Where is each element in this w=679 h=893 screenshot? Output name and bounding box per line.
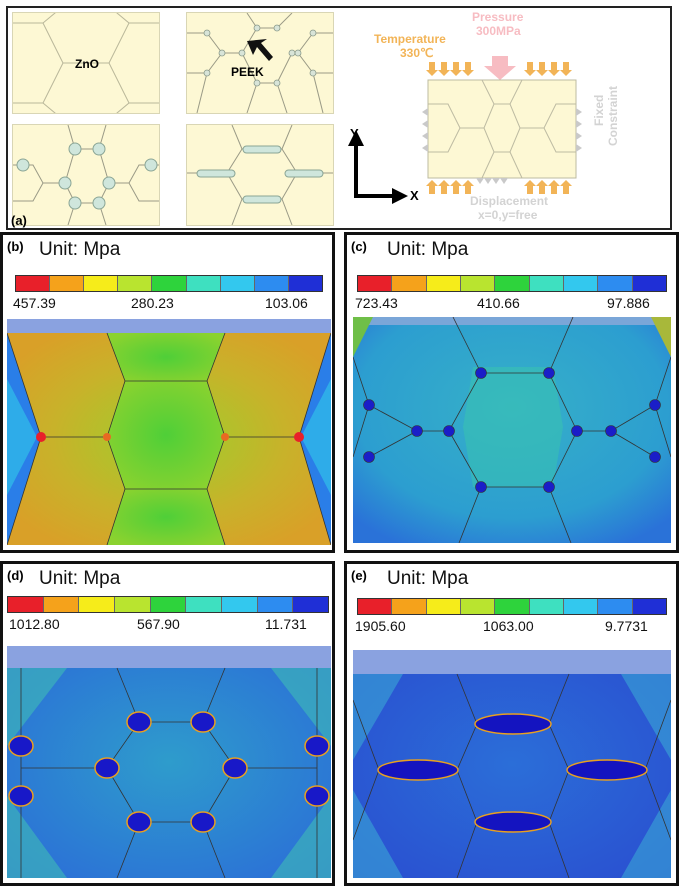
scale-segment <box>186 276 221 291</box>
panel-b-stress-map <box>7 319 331 545</box>
panel-b-unit: Unit: Mpa <box>39 239 121 260</box>
panel-c: (c) Unit: Mpa 723.43 410.66 97.886 <box>344 232 679 553</box>
scale-segment <box>50 276 85 291</box>
panel-b: (b) Unit: Mpa 457.39 280.23 103.06 <box>0 232 335 553</box>
panel-d-min-value: 11.731 <box>265 616 307 632</box>
scale-segment <box>8 597 44 612</box>
scale-segment <box>529 276 564 291</box>
scale-segment <box>16 276 51 291</box>
panel-b-label: (b) <box>7 239 24 254</box>
scale-segment <box>563 276 599 291</box>
panel-c-min-value: 97.886 <box>607 295 650 311</box>
scale-segment <box>358 599 393 614</box>
boundary-schematic <box>422 56 582 194</box>
scale-segment <box>186 597 223 612</box>
zno-peek-layer-tile <box>186 124 334 226</box>
scale-segment <box>222 597 258 612</box>
scale-segment <box>598 276 633 291</box>
panel-d-max-value: 1012.80 <box>9 616 60 632</box>
peek-pointer-arrow-icon <box>247 39 273 61</box>
scale-segment <box>118 276 153 291</box>
displacement-value: x=0,y=free <box>478 208 538 222</box>
scale-segment <box>495 599 530 614</box>
panel-d: (d) Unit: Mpa 1012.80 567.90 11.731 <box>0 561 335 886</box>
scale-segment <box>288 276 322 291</box>
zno-peek-point-tile: PEEK <box>186 12 334 114</box>
hex-grid-peek-points <box>187 12 333 114</box>
pressure-arrow-icon <box>484 56 516 80</box>
panel-d-label: (d) <box>7 568 24 583</box>
scale-segment <box>426 276 461 291</box>
panel-c-color-scale <box>357 275 667 292</box>
panel-a-label: (a) <box>11 213 27 228</box>
scale-segment <box>220 276 255 291</box>
scale-segment <box>632 276 666 291</box>
scale-segment <box>115 597 151 612</box>
displacement-label: Displacement <box>470 194 549 208</box>
panel-b-color-scale <box>15 275 323 292</box>
temperature-label: Temperature <box>374 32 446 46</box>
scale-segment <box>460 276 496 291</box>
scale-segment <box>460 599 496 614</box>
panel-e-stress-map <box>353 650 671 878</box>
scale-segment <box>257 597 294 612</box>
scale-segment <box>563 599 599 614</box>
constraint-label-fixed: Fixed <box>592 94 606 126</box>
hex-grid-peek-layers <box>187 124 333 226</box>
panel-e-unit: Unit: Mpa <box>387 568 469 589</box>
panel-d-unit: Unit: Mpa <box>39 568 121 589</box>
panel-e-mid-value: 1063.00 <box>483 618 534 634</box>
panel-d-mid-value: 567.90 <box>137 616 180 632</box>
scale-segment <box>43 597 80 612</box>
panel-a: ZnO PEEK <box>6 6 672 230</box>
hex-grid-peek-circles <box>13 124 159 226</box>
panel-e: (e) Unit: Mpa 1905.60 1063.00 9.7731 <box>344 561 679 886</box>
constraint-label-constraint: Constraint <box>606 86 620 146</box>
panel-e-label: (e) <box>351 568 367 583</box>
panel-b-mid-value: 280.23 <box>131 295 174 311</box>
zno-peek-circle-tile <box>12 124 160 226</box>
y-axis-arrow-icon <box>348 130 364 146</box>
scale-segment <box>152 276 187 291</box>
temperature-value: 330℃ <box>400 46 434 60</box>
zno-label: ZnO <box>75 57 99 71</box>
scale-segment <box>529 599 564 614</box>
axis-x-label: X <box>410 188 419 203</box>
panel-c-label: (c) <box>351 239 367 254</box>
panel-b-max-value: 457.39 <box>13 295 56 311</box>
panel-e-max-value: 1905.60 <box>355 618 406 634</box>
scale-segment <box>79 597 116 612</box>
panel-c-max-value: 723.43 <box>355 295 398 311</box>
scale-segment <box>495 276 530 291</box>
panel-c-mid-value: 410.66 <box>477 295 520 311</box>
panel-d-stress-map <box>7 646 331 878</box>
panel-e-color-scale <box>357 598 667 615</box>
coordinate-axes <box>348 130 408 204</box>
panel-d-color-scale <box>7 596 329 613</box>
scale-segment <box>598 599 633 614</box>
zno-pure-tile: ZnO <box>12 7 160 119</box>
panel-c-unit: Unit: Mpa <box>387 239 469 260</box>
panel-c-stress-map <box>353 317 671 543</box>
panel-b-min-value: 103.06 <box>265 295 308 311</box>
top-heat-arrows <box>426 62 572 76</box>
scale-segment <box>293 597 329 612</box>
scale-segment <box>84 276 119 291</box>
bottom-heat-arrows <box>426 180 572 194</box>
axis-y-label: Y <box>350 126 359 141</box>
peek-label: PEEK <box>231 65 264 79</box>
x-axis-arrow-icon <box>392 188 408 204</box>
hex-grid-pure <box>13 7 159 119</box>
scale-segment <box>358 276 393 291</box>
scale-segment <box>150 597 187 612</box>
scale-segment <box>632 599 666 614</box>
scale-segment <box>392 599 427 614</box>
pressure-value: 300MPa <box>476 24 521 38</box>
scale-segment <box>426 599 461 614</box>
scale-segment <box>392 276 427 291</box>
panel-e-min-value: 9.7731 <box>605 618 648 634</box>
pressure-label: Pressure <box>472 10 524 24</box>
scale-segment <box>254 276 289 291</box>
